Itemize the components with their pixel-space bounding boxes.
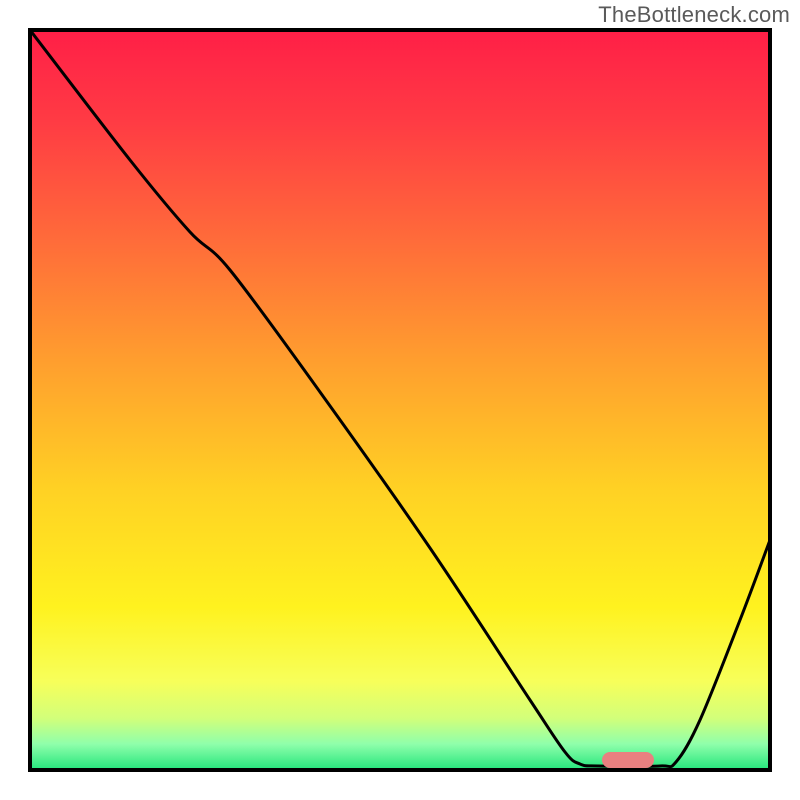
- watermark-label: TheBottleneck.com: [598, 2, 790, 28]
- plot-area: [30, 30, 770, 770]
- chart-container: TheBottleneck.com: [0, 0, 800, 800]
- gradient-background: [30, 30, 770, 770]
- optimal-marker: [602, 752, 654, 768]
- bottleneck-chart-svg: [0, 0, 800, 800]
